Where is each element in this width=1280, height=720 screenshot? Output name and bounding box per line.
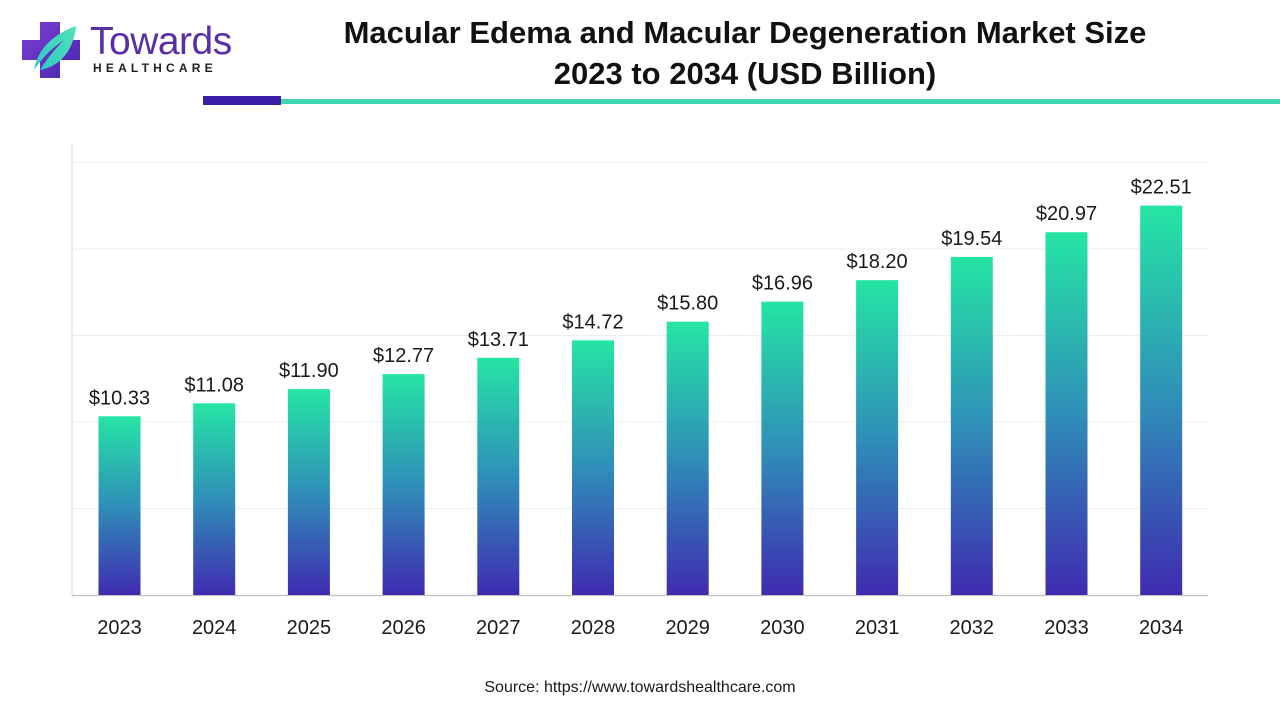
bars (98, 205, 1183, 595)
brand-name: Towards (90, 20, 232, 63)
data-label-2032: $19.54 (941, 228, 1002, 250)
chart-title-line-2: 2023 to 2034 (USD Billion) (553, 56, 937, 91)
data-label-2034: $22.51 (1131, 177, 1192, 199)
bar-2028 (572, 340, 614, 595)
brand-tagline: HEALTHCARE (93, 61, 217, 75)
bar-2024 (193, 403, 236, 595)
x-tick-label-2024: 2024 (192, 617, 237, 639)
data-label-2026: $12.77 (373, 345, 434, 367)
x-tick-label-2023: 2023 (97, 617, 142, 639)
bar-2034 (1140, 205, 1183, 595)
x-tick-labels: 2023 2024 2025 2026 2027 2028 2029 2030 2031 2032… (97, 617, 1183, 639)
x-tick-label-2026: 2026 (381, 617, 426, 639)
data-label-2029: $15.80 (657, 293, 718, 315)
title-accent-bar (203, 96, 281, 105)
data-label-2027: $13.71 (468, 329, 529, 351)
source-note: Source: https://www.towardshealthcare.co… (484, 679, 796, 696)
brand-logo: Towards HEALTHCARE (20, 18, 240, 80)
bar-2030 (761, 301, 804, 595)
gridlines (72, 162, 1208, 509)
x-tick-label-2028: 2028 (571, 617, 616, 639)
data-label-2025: $11.90 (279, 360, 339, 382)
title-underline (281, 99, 1280, 104)
x-tick-label-2031: 2031 (855, 617, 900, 639)
data-label-2030: $16.96 (752, 273, 813, 295)
x-tick-label-2034: 2034 (1139, 617, 1184, 639)
bar-2031 (856, 280, 899, 595)
bar-2023 (98, 416, 141, 595)
x-tick-label-2029: 2029 (665, 617, 710, 639)
data-label-2028: $14.72 (562, 311, 623, 333)
bar-2033 (1045, 232, 1088, 595)
data-label-2024: $11.08 (184, 374, 244, 396)
chart-title: Macular Edema and Macular Degeneration M… (280, 12, 1210, 94)
bar-2026 (382, 374, 425, 595)
data-label-2033: $20.97 (1036, 203, 1097, 225)
axes (71, 145, 1208, 597)
data-labels: $10.33 $11.08 $11.90 $12.77 $13.71 $14.72 $15.… (89, 177, 1192, 410)
x-tick-label-2027: 2027 (476, 617, 521, 639)
chart-title-line-1: Macular Edema and Macular Degeneration M… (343, 15, 1147, 50)
bar-2029 (666, 321, 709, 595)
x-tick-label-2033: 2033 (1044, 617, 1089, 639)
x-tick-label-2032: 2032 (950, 617, 995, 639)
x-tick-label-2030: 2030 (760, 617, 805, 639)
bar-2027 (477, 357, 520, 595)
data-label-2023: $10.33 (89, 387, 150, 409)
x-tick-label-2025: 2025 (287, 617, 332, 639)
bar-2032 (950, 256, 993, 595)
bar-2025 (287, 389, 330, 595)
data-label-2031: $18.20 (847, 251, 908, 273)
medical-cross-leaf-icon (22, 22, 80, 78)
